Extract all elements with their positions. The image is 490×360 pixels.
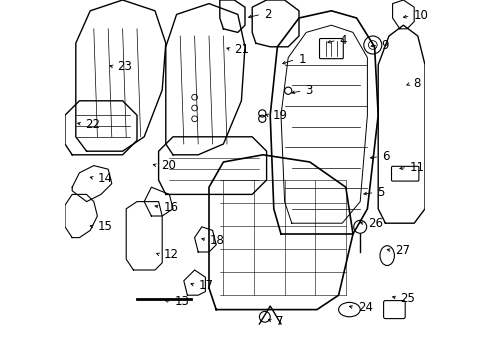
Text: 17: 17 — [198, 279, 213, 292]
Text: 2: 2 — [264, 8, 271, 21]
Text: 20: 20 — [161, 159, 175, 172]
Text: 19: 19 — [273, 109, 288, 122]
Text: 27: 27 — [395, 244, 411, 257]
Text: 22: 22 — [85, 118, 100, 131]
Text: 13: 13 — [174, 295, 189, 308]
Text: 15: 15 — [98, 220, 112, 233]
Text: 9: 9 — [381, 39, 389, 51]
Text: 14: 14 — [98, 172, 112, 185]
Text: 11: 11 — [410, 161, 425, 174]
Text: 5: 5 — [377, 186, 385, 199]
FancyBboxPatch shape — [319, 39, 343, 59]
Text: 7: 7 — [276, 315, 283, 328]
Text: 10: 10 — [414, 9, 428, 22]
Text: 23: 23 — [118, 60, 132, 73]
Text: 25: 25 — [400, 292, 416, 305]
Text: 18: 18 — [210, 234, 225, 247]
FancyBboxPatch shape — [384, 301, 405, 319]
Text: 26: 26 — [368, 217, 384, 230]
Text: 1: 1 — [298, 53, 306, 66]
Text: 24: 24 — [358, 301, 373, 314]
Text: 6: 6 — [382, 150, 390, 163]
Text: 16: 16 — [163, 201, 178, 213]
Text: 12: 12 — [163, 248, 178, 261]
Text: 21: 21 — [234, 43, 249, 56]
FancyBboxPatch shape — [392, 166, 419, 181]
Text: 4: 4 — [340, 34, 347, 47]
Text: 3: 3 — [305, 84, 313, 97]
Text: 8: 8 — [414, 77, 421, 90]
